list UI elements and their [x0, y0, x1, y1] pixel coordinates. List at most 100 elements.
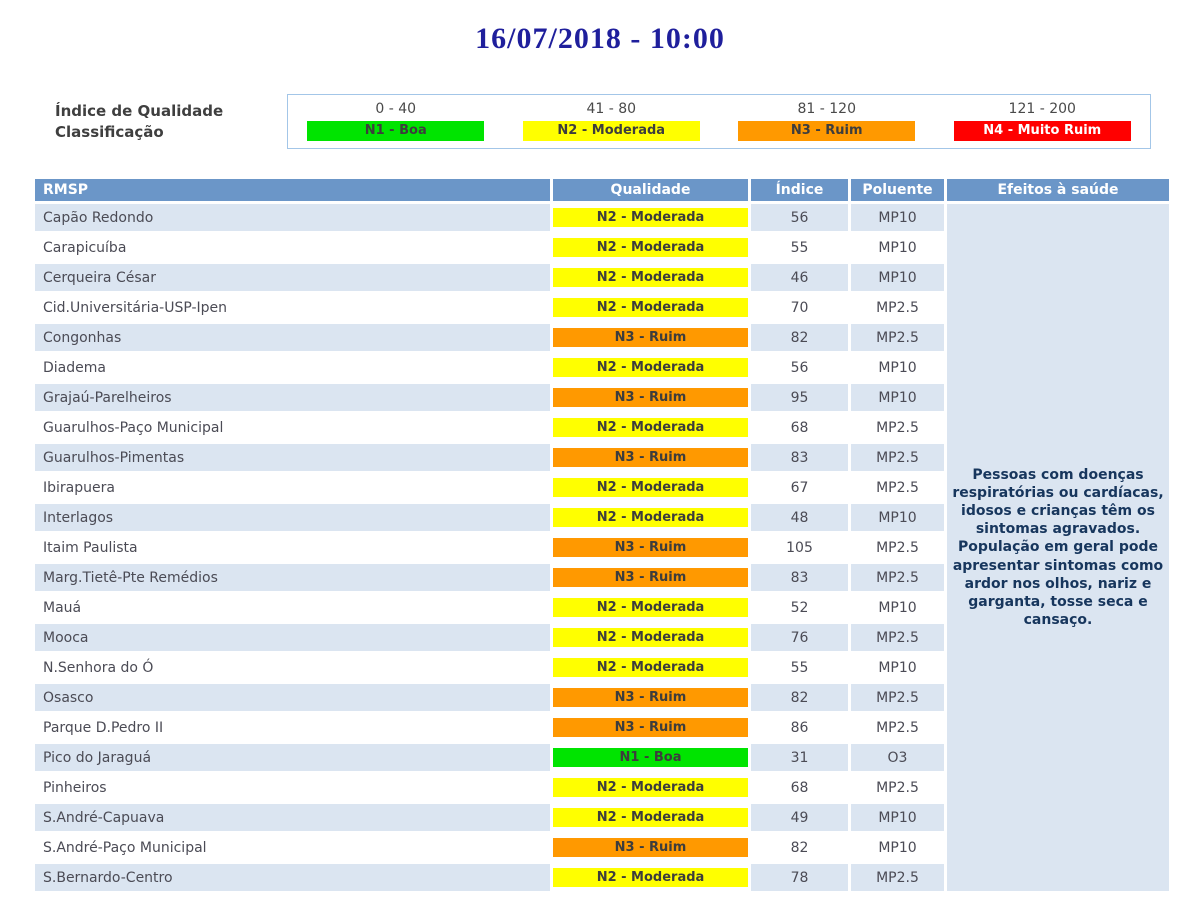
- quality-badge: N2 - Moderada: [553, 778, 748, 797]
- index-value: 82: [790, 839, 809, 856]
- legend-quality-badge: N2 - Moderada: [522, 121, 700, 141]
- station-name: Ibirapuera: [43, 479, 115, 496]
- quality-cell: N2 - Moderada: [553, 264, 748, 291]
- quality-cell: N2 - Moderada: [553, 774, 748, 801]
- quality-badge: N2 - Moderada: [553, 298, 748, 317]
- index-value: 76: [751, 624, 848, 651]
- table-row: N.Senhora do Ó N2 - Moderada 55 MP10: [35, 654, 1169, 681]
- table-row: Interlagos N2 - Moderada 48 MP10: [35, 504, 1169, 531]
- quality-cell: N3 - Ruim: [553, 834, 748, 861]
- legend-range: 0 - 40: [375, 101, 417, 117]
- index-value: 56: [751, 204, 848, 231]
- station-name: Cerqueira César: [35, 264, 550, 291]
- pollutant-value: MP10: [878, 659, 917, 676]
- index-value: 55: [790, 659, 809, 676]
- index-value: 55: [790, 239, 809, 256]
- index-value: 52: [790, 599, 809, 616]
- legend-item: 0 - 40 N1 - Boa: [288, 101, 504, 141]
- quality-badge: N2 - Moderada: [553, 208, 748, 227]
- table-row: Pinheiros N2 - Moderada 68 MP2.5: [35, 774, 1169, 801]
- quality-badge: N2 - Moderada: [553, 868, 748, 887]
- station-name: Cid.Universitária-USP-Ipen: [43, 299, 228, 316]
- legend-label-line2: Classificação: [55, 123, 164, 141]
- station-name: Diadema: [43, 359, 106, 376]
- table-row: Mauá N2 - Moderada 52 MP10: [35, 594, 1169, 621]
- header-rmsp: RMSP: [35, 179, 550, 201]
- legend-range: 41 - 80: [586, 101, 637, 117]
- quality-cell: N2 - Moderada: [553, 504, 748, 531]
- quality-badge: N3 - Ruim: [553, 538, 748, 557]
- quality-badge: N2 - Moderada: [553, 598, 748, 617]
- quality-cell: N2 - Moderada: [553, 804, 748, 831]
- pollutant-value: MP2.5: [851, 684, 944, 711]
- table-row: S.André-Capuava N2 - Moderada 49 MP10: [35, 804, 1169, 831]
- quality-cell: N2 - Moderada: [553, 654, 748, 681]
- quality-badge: N2 - Moderada: [553, 418, 748, 437]
- quality-cell: N3 - Ruim: [553, 324, 748, 351]
- quality-cell: N3 - Ruim: [553, 384, 748, 411]
- index-value: 83: [751, 444, 848, 471]
- table-row: Marg.Tietê-Pte Remédios N3 - Ruim 83 MP2.5: [35, 564, 1169, 591]
- table-row: Diadema N2 - Moderada 56 MP10: [35, 354, 1169, 381]
- legend-item: 121 - 200 N4 - Muito Ruim: [935, 101, 1151, 141]
- pollutant-value: MP2.5: [876, 479, 919, 496]
- station-name: Itaim Paulista: [43, 539, 138, 556]
- health-effects-cell: Pessoas com doenças respiratórias ou car…: [947, 204, 1169, 891]
- pollutant-value: MP10: [878, 599, 917, 616]
- quality-badge: N2 - Moderada: [553, 238, 748, 257]
- station-name: Guarulhos-Paço Municipal: [43, 419, 224, 436]
- index-value: 82: [751, 684, 848, 711]
- table-row: S.André-Paço Municipal N3 - Ruim 82 MP10: [35, 834, 1169, 861]
- quality-badge: N2 - Moderada: [553, 268, 748, 287]
- station-name: Mauá: [43, 599, 82, 616]
- table-row: Itaim Paulista N3 - Ruim 105 MP2.5: [35, 534, 1169, 561]
- quality-badge: N3 - Ruim: [553, 388, 748, 407]
- quality-cell: N2 - Moderada: [553, 474, 748, 501]
- index-value: 56: [790, 359, 809, 376]
- quality-badge: N3 - Ruim: [553, 838, 748, 857]
- index-value: 83: [751, 564, 848, 591]
- legend-item: 41 - 80 N2 - Moderada: [504, 101, 720, 141]
- quality-cell: N2 - Moderada: [553, 204, 748, 231]
- legend-scale: 0 - 40 N1 - Boa 41 - 80 N2 - Moderada 81 - 1…: [287, 94, 1151, 149]
- index-value: 82: [751, 324, 848, 351]
- table-row: Guarulhos-Paço Municipal N2 - Moderada 68 M…: [35, 414, 1169, 441]
- quality-badge: N3 - Ruim: [553, 718, 748, 737]
- quality-badge: N3 - Ruim: [553, 568, 748, 587]
- pollutant-value: MP2.5: [851, 624, 944, 651]
- quality-badge: N2 - Moderada: [553, 628, 748, 647]
- quality-badge: N2 - Moderada: [553, 358, 748, 377]
- pollutant-value: O3: [851, 744, 944, 771]
- station-name: N.Senhora do Ó: [43, 659, 154, 676]
- table-row: Capão Redondo N2 - Moderada 56 MP10 Pessoas …: [35, 204, 1169, 891]
- pollutant-value: MP2.5: [876, 299, 919, 316]
- legend-label: Índice de Qualidade Classificação: [55, 94, 287, 143]
- legend-quality-badge: N1 - Boa: [307, 121, 485, 141]
- quality-cell: N2 - Moderada: [553, 354, 748, 381]
- quality-cell: N3 - Ruim: [553, 534, 748, 561]
- quality-cell: N3 - Ruim: [553, 714, 748, 741]
- quality-cell: N3 - Ruim: [553, 444, 748, 471]
- quality-cell: N1 - Boa: [553, 744, 748, 771]
- quality-cell: N2 - Moderada: [553, 864, 748, 891]
- quality-cell: N2 - Moderada: [553, 594, 748, 621]
- quality-badge: N2 - Moderada: [553, 658, 748, 677]
- table-row: Congonhas N3 - Ruim 82 MP2.5: [35, 324, 1169, 351]
- station-name: Grajaú-Parelheiros: [35, 384, 550, 411]
- header-indice: Índice: [751, 179, 848, 201]
- pollutant-value: MP10: [878, 239, 917, 256]
- pollutant-value: MP10: [851, 204, 944, 231]
- station-name: S.Bernardo-Centro: [35, 864, 550, 891]
- index-value: 95: [751, 384, 848, 411]
- station-name: S.André-Capuava: [35, 804, 550, 831]
- table-row: Mooca N2 - Moderada 76 MP2.5: [35, 624, 1169, 651]
- legend-label-line1: Índice de Qualidade: [55, 102, 224, 120]
- index-value: 68: [790, 419, 809, 436]
- quality-badge: N3 - Ruim: [553, 688, 748, 707]
- index-value: 78: [751, 864, 848, 891]
- pollutant-value: MP2.5: [851, 564, 944, 591]
- legend-item: 81 - 120 N3 - Ruim: [719, 101, 935, 141]
- index-value: 70: [790, 299, 809, 316]
- quality-badge: N2 - Moderada: [553, 508, 748, 527]
